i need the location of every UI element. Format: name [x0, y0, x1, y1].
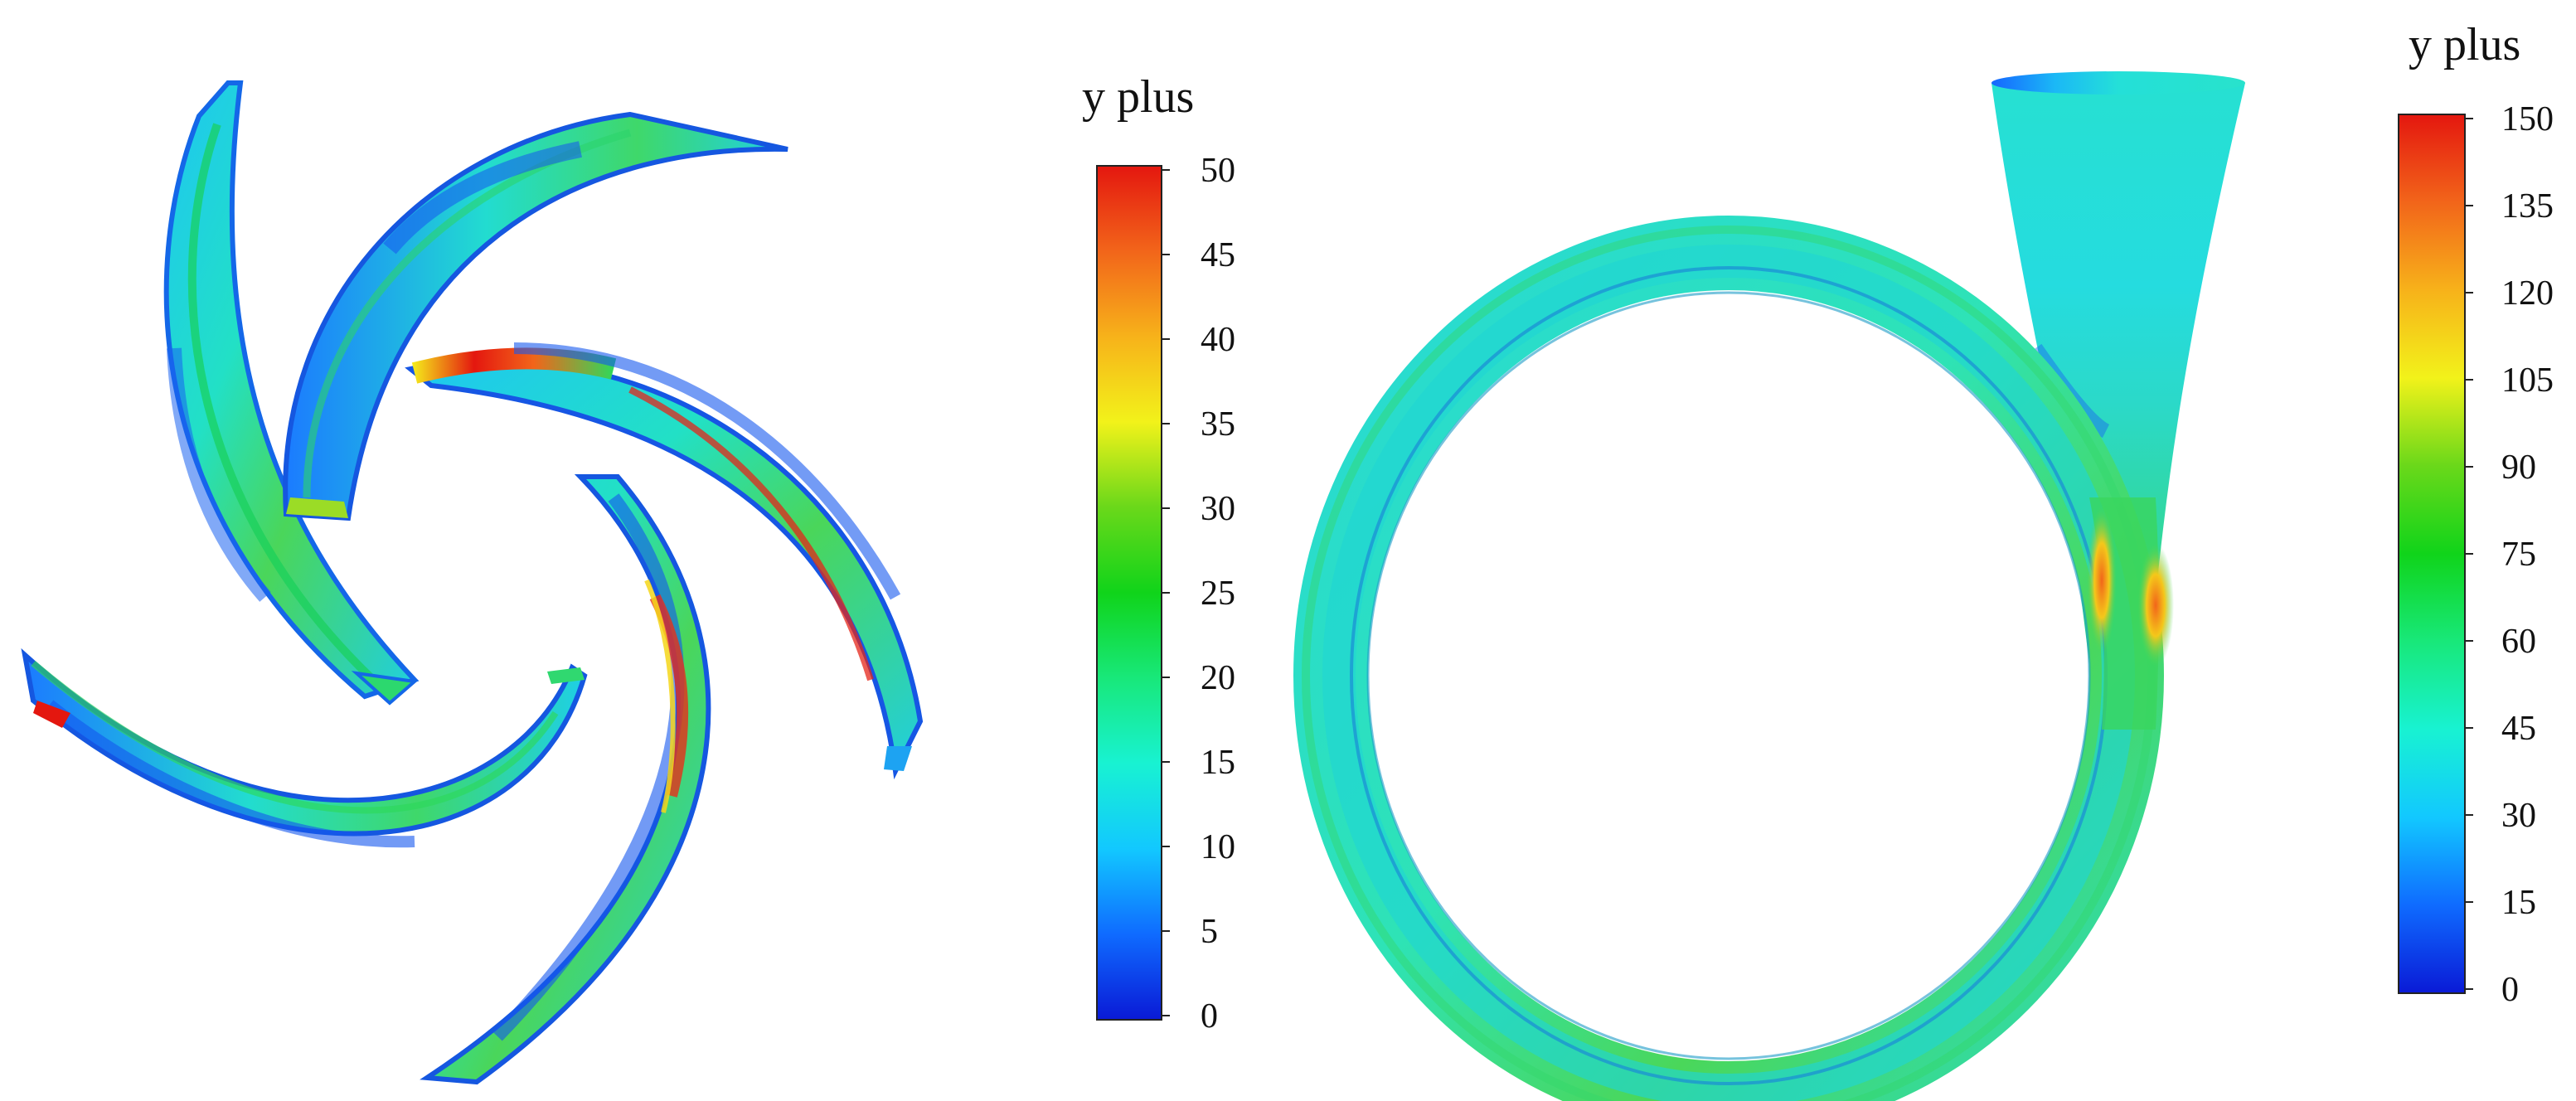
legend_right-tick-label: 30	[2501, 797, 2536, 835]
legend_left-tick-label: 35	[1201, 405, 1235, 444]
colorbar-left-ticks: 0 5 10 15 20 25 30 35 40 45 50	[1162, 152, 1235, 1036]
legend_left-tick-label: 15	[1201, 744, 1235, 782]
legend_right-tick-label: 45	[2501, 710, 2536, 748]
colorbar-right-scale	[2398, 114, 2466, 994]
impeller-blades	[21, 80, 924, 1085]
legend_right-tick-label: 105	[2501, 361, 2554, 400]
impeller-blade-1	[163, 80, 420, 706]
colorbar-left-title: y plus	[1082, 71, 1194, 123]
volute	[1293, 71, 2245, 1101]
legend_left-tick-label: 45	[1201, 236, 1235, 274]
legend_left-tick-label: 40	[1201, 321, 1235, 359]
impeller-blade-4	[21, 648, 588, 848]
legend_right-tick-label: 135	[2501, 187, 2554, 226]
legend_left-tick-label: 10	[1201, 828, 1235, 866]
legend_left-tick-label: 25	[1201, 575, 1235, 613]
colorbar-left: y plus 0 5 10 15 20 25 30 35 40 45 50	[1082, 71, 1235, 1036]
impeller-blade-2	[283, 111, 788, 521]
legend_right-tick-label: 15	[2501, 884, 2536, 922]
legend_left-tick-label: 20	[1201, 659, 1235, 697]
impeller-blade-5	[420, 474, 711, 1085]
legend_left-tick-label: 0	[1201, 997, 1218, 1036]
legend_right-tick-label: 75	[2501, 536, 2536, 574]
colorbar-right-title: y plus	[2409, 19, 2520, 70]
legend_right-tick-label: 120	[2501, 274, 2554, 313]
impeller-blade-3	[405, 342, 924, 780]
legend_left-tick-label: 30	[1201, 490, 1235, 528]
volute-spiral-casing	[1293, 216, 2164, 1101]
legend_right-tick-label: 60	[2501, 623, 2536, 661]
colorbar-right: y plus 0 15 30 45 60 75 90 105 120 135 150	[2398, 19, 2554, 1009]
colorbar-right-ticks: 0 15 30 45 60 75 90 105 120 135 150	[2465, 100, 2554, 1009]
volute-tongue-region	[2087, 497, 2174, 730]
legend_left-tick-label: 5	[1201, 913, 1218, 951]
legend_right-tick-label: 90	[2501, 449, 2536, 487]
legend_right-tick-label: 0	[2501, 971, 2519, 1009]
legend_left-tick-label: 50	[1201, 152, 1235, 190]
colorbar-left-scale	[1096, 165, 1162, 1021]
legend_right-tick-label: 150	[2501, 100, 2554, 138]
